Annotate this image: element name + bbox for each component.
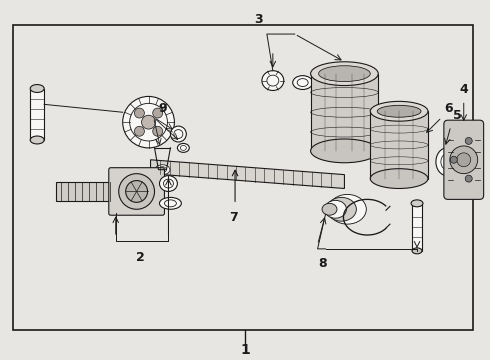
Circle shape (125, 181, 147, 202)
Bar (412, 203, 422, 251)
Bar (30, 89, 44, 140)
Circle shape (134, 108, 145, 118)
Ellipse shape (436, 148, 458, 176)
Ellipse shape (322, 203, 337, 215)
Circle shape (153, 126, 163, 136)
Bar (370, 111, 428, 179)
Circle shape (465, 138, 472, 144)
Ellipse shape (293, 76, 313, 90)
Ellipse shape (30, 85, 44, 93)
Bar (311, 74, 378, 151)
FancyBboxPatch shape (444, 120, 484, 199)
Ellipse shape (326, 197, 356, 221)
Circle shape (450, 146, 478, 174)
Text: 7: 7 (229, 211, 238, 224)
Text: 6: 6 (444, 102, 452, 115)
Ellipse shape (377, 105, 421, 117)
Circle shape (465, 175, 472, 182)
Ellipse shape (171, 126, 186, 142)
Ellipse shape (370, 169, 428, 189)
Circle shape (153, 108, 163, 118)
Text: 5: 5 (453, 109, 462, 122)
Bar (56, 181, 111, 201)
Ellipse shape (370, 102, 428, 121)
Ellipse shape (318, 66, 370, 82)
Circle shape (457, 153, 471, 167)
Text: 3: 3 (255, 13, 263, 26)
Text: 1: 1 (240, 343, 250, 357)
Ellipse shape (122, 96, 174, 148)
Ellipse shape (155, 165, 170, 175)
Ellipse shape (262, 71, 284, 90)
Circle shape (450, 156, 457, 163)
Circle shape (134, 126, 145, 136)
Bar (13, 25, 473, 330)
Ellipse shape (411, 200, 423, 207)
Text: 8: 8 (318, 257, 327, 270)
Text: 4: 4 (460, 84, 468, 96)
Circle shape (142, 115, 155, 129)
Ellipse shape (159, 176, 177, 192)
Text: 2: 2 (136, 251, 145, 264)
Polygon shape (150, 160, 344, 189)
Ellipse shape (412, 248, 422, 254)
Circle shape (119, 174, 154, 209)
Ellipse shape (324, 201, 346, 218)
Ellipse shape (177, 143, 189, 152)
Ellipse shape (328, 194, 367, 224)
Ellipse shape (159, 197, 181, 209)
Ellipse shape (30, 136, 44, 144)
Ellipse shape (311, 139, 378, 163)
Text: 9: 9 (158, 102, 167, 115)
Ellipse shape (311, 62, 378, 86)
FancyBboxPatch shape (109, 168, 165, 215)
